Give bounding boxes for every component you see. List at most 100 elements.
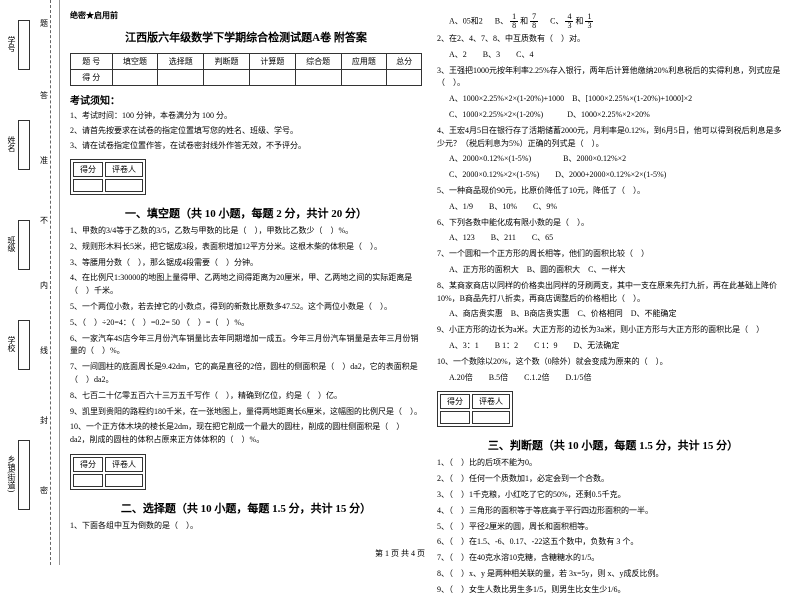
cell (105, 474, 143, 487)
choice-q: 2、在2、4、7、8、中互质数有（ ）对。 (437, 33, 789, 46)
cell (387, 70, 422, 86)
cell (204, 70, 250, 86)
choice-option: A、1000×2.25%×2×(1-20%)+1000 B、[1000×2.25… (437, 93, 789, 106)
choice-option: A、3：1 B 1：2 C 1：9 D、无法确定 (437, 340, 789, 353)
judge-q: 1、（ ）比的后项不能为0。 (437, 457, 789, 470)
dashed-cut-line (50, 0, 51, 565)
notice-item: 3、请在试卷指定位置作答，在试卷密封线外作答无效，不予评分。 (70, 140, 422, 152)
cell: 计算题 (249, 54, 295, 70)
cell (440, 411, 470, 424)
judge-q: 9、（ ）女生人数比男生多1/5，则男生比女生少1/6。 (437, 584, 789, 597)
cell (158, 70, 204, 86)
secret-label: 绝密★启用前 (70, 10, 422, 21)
field-box-class (18, 220, 30, 270)
fill-q: 3、等腰用分数（ ），那么锯成4段需要（ ）分钟。 (70, 257, 422, 270)
margin-char: 答 (40, 90, 48, 101)
cell: 选择题 (158, 54, 204, 70)
page-content: 绝密★启用前 江西版六年级数学下学期综合检测试题A卷 附答案 题 号 填空题 选… (70, 10, 790, 600)
section-2-title: 二、选择题（共 10 小题，每题 1.5 分，共计 15 分） (70, 500, 422, 516)
opt-a: A、05和2 (449, 16, 483, 25)
opt-c-and: 和 (575, 16, 583, 25)
choice-option: C、1000×2.25%×2×(1-20%) D、1000×2.25%×2×20… (437, 109, 789, 122)
table-row: 题 号 填空题 选择题 判断题 计算题 综合题 应用题 总分 (71, 54, 422, 70)
fraction-icon: 78 (530, 13, 538, 30)
section-score-box: 得分评卷人 (70, 159, 146, 195)
binding-sidebar: 学号 姓名 班级 学校 乡镇(街道) 题 答 准 不 内 线 封 密 (0, 0, 60, 565)
choice-q: 10、一个数除以20%，这个数（0除外）就会变成为原来的（ ）。 (437, 356, 789, 369)
choice-option: C、2000×0.12%×2×(1-5%) D、2000+2000×0.12%×… (437, 169, 789, 182)
choice-q: 1、下面各组中互为倒数的是（ ）。 (70, 520, 422, 533)
cell (249, 70, 295, 86)
left-column: 绝密★启用前 江西版六年级数学下学期综合检测试题A卷 附答案 题 号 填空题 选… (70, 10, 422, 600)
choice-q: 6、下列各数中能化成有限小数的是（ ）。 (437, 217, 789, 230)
fill-q: 10、一个正方体木块的棱长是2dm，现在把它削成一个最大的圆柱，削成的圆柱侧面积… (70, 421, 422, 447)
choice-option: A.20倍 B.5倍 C.1.2倍 D.1/5倍 (437, 372, 789, 385)
score-summary-table: 题 号 填空题 选择题 判断题 计算题 综合题 应用题 总分 得 分 (70, 53, 422, 86)
table-row: 得 分 (71, 70, 422, 86)
cell: 评卷人 (105, 457, 143, 472)
judge-q: 8、（ ）x、y 是两种相关联的量，若 3x=5y，则 x、y成反比例。 (437, 568, 789, 581)
section-score-box: 得分评卷人 (70, 454, 146, 490)
notice-item: 1、考试时间：100 分钟，本卷满分为 100 分。 (70, 110, 422, 122)
fill-q: 4、在比例尺1:30000的地图上量得甲、乙两地之间得距离为20厘米，甲、乙两地… (70, 272, 422, 298)
cell: 填空题 (112, 54, 158, 70)
choice-option: A、2000×0.12%×(1-5%) B、2000×0.12%×2 (437, 153, 789, 166)
choice-q: 8、某商家商店以同样的价格卖出同样的牙刷两支，其中一支在原来先打九折，再在此基础… (437, 280, 789, 306)
cell: 得 分 (71, 70, 113, 86)
cell: 总分 (387, 54, 422, 70)
cell: 题 号 (71, 54, 113, 70)
cell (472, 411, 510, 424)
fraction-icon: 13 (585, 13, 593, 30)
cell: 应用题 (341, 54, 387, 70)
choice-q: 3、王强把1000元按年利率2.25%存入银行，两年后计算他缴纳20%利息税后的… (437, 65, 789, 91)
fill-q: 2、规则形木料长5米，把它锯成3段，表面积增加12平方分米。这根木柴的体积是（ … (70, 241, 422, 254)
judge-q: 5、（ ）平径2厘米的圆，周长和面积相等。 (437, 521, 789, 534)
choice-option: A、商店贵实惠 B、B商店贵实惠 C、价格相同 D、不能确定 (437, 308, 789, 321)
field-box-town (18, 440, 30, 510)
label-class: 班级 (6, 236, 17, 252)
cell: 评卷人 (472, 394, 510, 409)
cell: 评卷人 (105, 162, 143, 177)
section-1-title: 一、填空题（共 10 小题，每题 2 分，共计 20 分） (70, 205, 422, 221)
opt-c-pre: C、 (550, 16, 563, 25)
fill-q: 6、一家汽车4S店今年三月份汽车销量比去年同期增加一成五。今年三月份汽车销量是去… (70, 333, 422, 359)
margin-char: 内 (40, 280, 48, 291)
exam-title: 江西版六年级数学下学期综合检测试题A卷 附答案 (70, 29, 422, 45)
cell (105, 179, 143, 192)
fill-q: 5、一个两位小数，若去掉它的小数点，得到的新数比原数多47.52。这个两位小数是… (70, 301, 422, 314)
choice-option: A、1/9 B、10% C、9% (437, 201, 789, 214)
field-box-id (18, 20, 30, 70)
judge-q: 2、（ ）任何一个质数加1，必定会到一个合数。 (437, 473, 789, 486)
choice-option: A、2 B、3 C、4 (437, 49, 789, 62)
margin-char: 准 (40, 155, 48, 166)
margin-char: 封 (40, 415, 48, 426)
label-town: 乡镇(街道) (6, 455, 17, 492)
label-id: 学号 (6, 36, 17, 52)
cell (73, 474, 103, 487)
fill-q: 9、凯里到贵阳的路程约180千米，在一张地图上，量得两地距离长6厘米，这幅图的比… (70, 406, 422, 419)
choice-option: A、正方形的面积大 B、圆的面积大 C、一样大 (437, 264, 789, 277)
cell: 判断题 (204, 54, 250, 70)
field-box-school (18, 320, 30, 370)
section-score-box: 得分评卷人 (437, 391, 513, 427)
cell: 得分 (73, 457, 103, 472)
cell: 得分 (73, 162, 103, 177)
cell: 得分 (440, 394, 470, 409)
field-box-name (18, 120, 30, 170)
fill-q: 1、甲数的3/4等于乙数的3/5，乙数与甲数的比是（ ），甲数比乙数少（ ）%。 (70, 225, 422, 238)
cell (341, 70, 387, 86)
choice-q: 9、小正方形的边长为a米。大正方形的边长为3a米，则小正方形与大正方形的面积比是… (437, 324, 789, 337)
page-footer: 第 1 页 共 4 页 (0, 548, 800, 559)
margin-char: 题 (40, 18, 48, 29)
cell (295, 70, 341, 86)
opt-b-and: 和 (520, 16, 528, 25)
label-school: 学校 (6, 336, 17, 352)
fill-q: 7、一间圆柱的底面周长是9.42dm，它的高是直径的2倍，圆柱的侧面积是（ ）d… (70, 361, 422, 387)
choice-q: 4、王宏4月5日在银行存了活期储蓄2000元，月利率是0.12%，到6月5日，他… (437, 125, 789, 151)
section-3-title: 三、判断题（共 10 小题，每题 1.5 分，共计 15 分） (437, 437, 789, 453)
fill-q: 8、七百二十亿零五百六十三万五千写作（ ），精确到亿位，约是（ ）亿。 (70, 390, 422, 403)
cell (112, 70, 158, 86)
choice-option: A、05和2 B、 18 和 78 C、 43 和 13 (437, 13, 789, 30)
opt-b-pre: B、 (495, 16, 508, 25)
cell: 综合题 (295, 54, 341, 70)
